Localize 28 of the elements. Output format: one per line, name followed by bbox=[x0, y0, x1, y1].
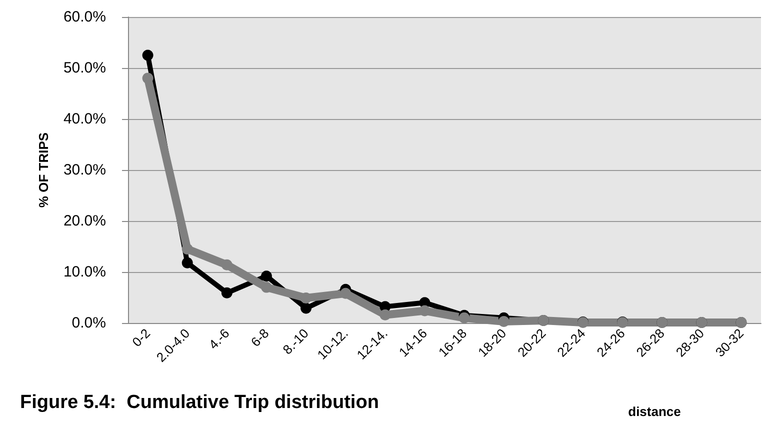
x-axis-title: distance bbox=[628, 404, 681, 419]
point bbox=[419, 305, 430, 316]
point bbox=[182, 244, 193, 255]
point bbox=[260, 282, 272, 293]
point bbox=[221, 287, 232, 298]
point bbox=[380, 309, 391, 320]
point bbox=[182, 257, 193, 268]
point bbox=[300, 302, 312, 314]
y-tick-label: 60.0% bbox=[63, 8, 106, 26]
y-tick-label: 20.0% bbox=[63, 212, 106, 230]
point bbox=[142, 72, 154, 84]
point bbox=[498, 316, 510, 327]
point bbox=[142, 50, 154, 61]
point bbox=[458, 312, 470, 324]
x-tick-label: 4.-6 bbox=[206, 326, 232, 352]
caption: Figure 5.4: Cumulative Trip distribution bbox=[20, 392, 379, 413]
y-tick-label: 0.0% bbox=[72, 314, 106, 332]
y-tick-label: 30.0% bbox=[63, 162, 106, 178]
x-tick-label: 6-8 bbox=[248, 326, 272, 350]
point bbox=[260, 270, 272, 282]
point bbox=[340, 288, 352, 299]
y-tick-label: 10.0% bbox=[63, 264, 106, 280]
y-tick-label: 50.0% bbox=[63, 60, 106, 76]
y-tick-label: 40.0% bbox=[63, 110, 106, 128]
x-tick-label: 0-2 bbox=[129, 326, 154, 350]
point bbox=[221, 259, 232, 270]
point bbox=[300, 292, 312, 304]
y-axis-title: % OF TRIPS bbox=[36, 132, 51, 208]
